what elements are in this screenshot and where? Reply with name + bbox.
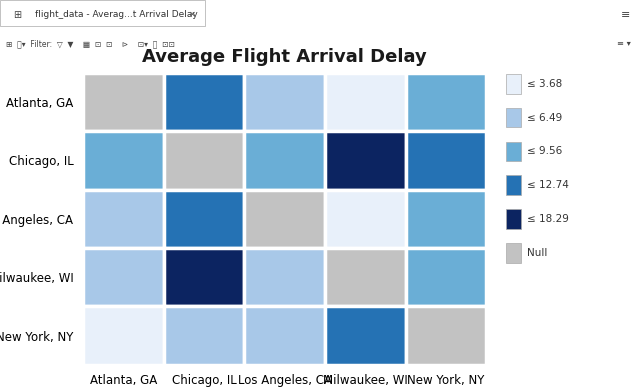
Text: ≤ 6.49: ≤ 6.49 — [527, 113, 562, 123]
Text: ✕: ✕ — [189, 10, 196, 19]
Bar — [244, 307, 325, 365]
Text: ≤ 18.29: ≤ 18.29 — [527, 214, 569, 224]
Bar — [83, 73, 164, 131]
Text: ≤ 3.68: ≤ 3.68 — [527, 79, 562, 89]
FancyBboxPatch shape — [0, 0, 205, 26]
Bar — [244, 248, 325, 307]
Text: Null: Null — [527, 248, 547, 258]
Bar — [244, 73, 325, 131]
Bar — [164, 307, 244, 365]
Bar — [406, 73, 486, 131]
Text: ⊞: ⊞ — [13, 10, 21, 19]
Text: ≤ 9.56: ≤ 9.56 — [527, 146, 562, 156]
Bar — [506, 142, 520, 161]
Text: ≤ 12.74: ≤ 12.74 — [527, 180, 569, 190]
Bar — [506, 209, 520, 229]
Bar — [164, 248, 244, 307]
Text: ≡: ≡ — [621, 10, 630, 19]
Bar — [164, 190, 244, 248]
Bar — [83, 248, 164, 307]
Bar — [506, 243, 520, 263]
Bar — [406, 131, 486, 190]
Bar — [83, 190, 164, 248]
Bar — [506, 74, 520, 94]
Text: ≡ ▾: ≡ ▾ — [616, 39, 630, 48]
Bar — [164, 73, 244, 131]
Title: Average Flight Arrival Delay: Average Flight Arrival Delay — [143, 48, 427, 66]
Bar — [244, 190, 325, 248]
Bar — [406, 190, 486, 248]
Bar — [83, 307, 164, 365]
Bar — [325, 73, 406, 131]
Bar — [506, 108, 520, 128]
Bar — [506, 175, 520, 195]
Bar — [164, 131, 244, 190]
Bar — [325, 131, 406, 190]
Bar — [325, 307, 406, 365]
Bar — [325, 248, 406, 307]
Bar — [325, 190, 406, 248]
Bar — [244, 131, 325, 190]
Bar — [83, 131, 164, 190]
Bar — [406, 307, 486, 365]
Bar — [406, 248, 486, 307]
Text: flight_data - Averag...t Arrival Delay: flight_data - Averag...t Arrival Delay — [35, 10, 198, 19]
Text: ⊞  ⎍▾  Filter:  ▽  ▼    ▦  ⊡  ⊡    ⊳    ⊡▾  🔍  ⊡⊡: ⊞ ⎍▾ Filter: ▽ ▼ ▦ ⊡ ⊡ ⊳ ⊡▾ 🔍 ⊡⊡ — [6, 39, 175, 48]
